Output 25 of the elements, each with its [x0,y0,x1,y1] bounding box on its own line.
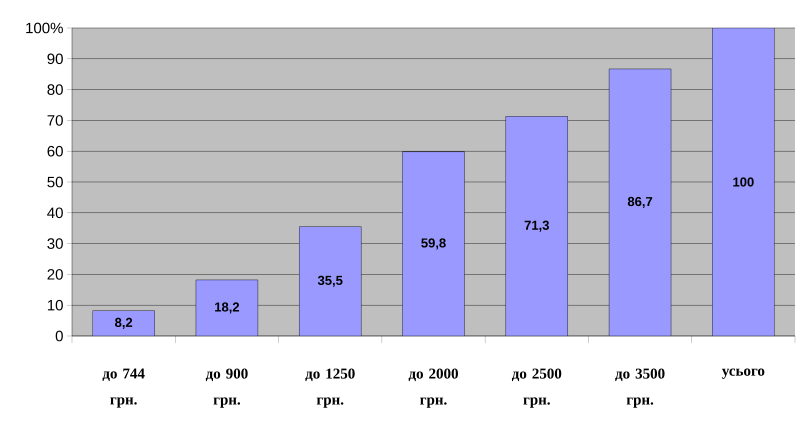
x-tick-label: до 900 грн. [206,368,248,408]
x-tick-label: до 744 грн. [102,368,145,408]
data-label: 59,8 [421,238,446,250]
y-tick-label: 80 [47,84,63,95]
data-label: 8,2 [115,318,132,329]
y-tick-label: 20 [48,269,63,280]
y-tick-label: 50 [47,176,63,188]
x-tick-label: до 2000 грн. [408,368,458,408]
data-label: 71,3 [524,220,549,232]
data-label: 35,5 [318,276,343,287]
x-tick-label: до 1250 грн. [305,368,355,408]
y-tick-label: 60 [48,146,63,156]
y-tick-label: 70 [48,115,63,126]
y-tick-label: 10 [48,300,63,310]
y-tick-label: 90 [47,53,63,64]
data-label: 86,7 [628,196,652,208]
x-tick-label: до 3500 грн. [615,368,665,408]
x-tick-label: до 2500 грн. [512,368,562,408]
y-tick-label: 40 [47,207,63,218]
x-tick-label: усього [722,368,764,379]
data-label: 100 [733,177,754,187]
y-tick-label: 30 [47,238,63,249]
y-tick-label: 100% [26,22,63,34]
y-tick-label: 0 [56,330,63,342]
data-label: 18,2 [215,302,240,314]
